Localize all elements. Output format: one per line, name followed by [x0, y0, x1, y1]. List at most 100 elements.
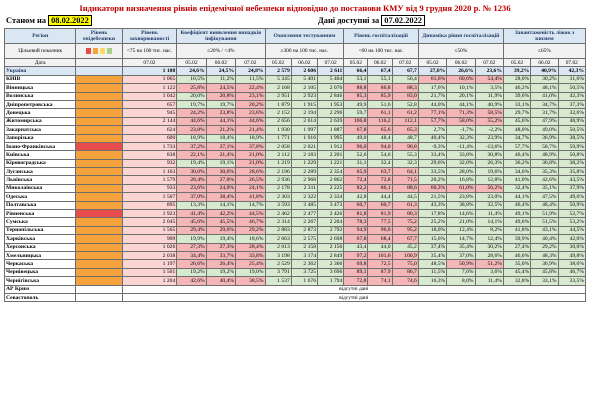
detection-value: 24,0% — [205, 183, 237, 194]
oxygen-date-2: 06.02 — [530, 57, 559, 68]
table-row: Чернігівська 1 204 42,6% 40,4% 38,5% 1 537 1 6… — [3, 276, 587, 286]
hosp-value: 83,0 — [391, 91, 419, 101]
testing-value: 2 013 — [264, 242, 292, 253]
dynamics-value: 32,5% — [474, 200, 504, 211]
level-indicator — [75, 200, 123, 211]
detection-value: 23,6% — [235, 108, 266, 118]
dynamics-value: 14,1% — [474, 217, 504, 227]
testing-value: 1 997 — [290, 125, 319, 135]
region-name: Одеська — [3, 192, 77, 202]
testing-value: 2 112 — [264, 150, 292, 160]
incidence-value: 1 163 — [121, 167, 178, 177]
dynamics-value: 11,9% — [474, 91, 504, 101]
detection-value: 20,8% — [205, 91, 237, 101]
testing-value: 2 792 — [316, 225, 345, 236]
dynamics-value: 55,2% — [474, 116, 504, 127]
detection-value: 21,0% — [235, 158, 266, 169]
testing-value: 2 076 — [316, 83, 345, 93]
detection-value: 37,2% — [176, 141, 207, 152]
detection-value: 23,8% — [205, 108, 237, 118]
hosp-value: 32,4 — [367, 158, 393, 169]
level-indicator — [75, 116, 123, 127]
dynamics-value: 25,2% — [417, 217, 448, 227]
region-name: КИЇВ — [3, 74, 77, 85]
level-indicator — [75, 133, 123, 143]
detection-value: 24,6% — [176, 66, 207, 76]
status-date-line: Станом на 08.02.2022 — [6, 15, 92, 28]
oxygen-value: 45,8% — [530, 267, 559, 278]
hosp-value: 65,3 — [391, 125, 419, 135]
dynamics-value: 20,2% — [417, 175, 448, 185]
detection-value: 38,4% — [205, 192, 237, 202]
dynamics-value: 30,8% — [474, 150, 504, 160]
oxygen-value: 46,4% — [502, 200, 532, 211]
testing-value: 2 862 — [316, 175, 345, 185]
level-date — [75, 57, 123, 68]
detection-value: 44,6% — [176, 116, 207, 127]
testing-value: 2 225 — [316, 183, 345, 194]
oxygen-value: 59,9% — [557, 141, 587, 152]
testing-value: 2 058 — [264, 141, 292, 152]
table-body: Україна 1 188 24,6% 24,5% 24,8% 2 579 2 606 2 6… — [3, 66, 587, 303]
header-incidence: Рівень захворюваності — [121, 28, 178, 44]
testing-value: 2 614 — [290, 116, 319, 127]
header-dynamics: Динаміка рівня госпіталізацій — [417, 28, 504, 44]
dynamics-value: 61,0% — [446, 183, 476, 194]
oxygen-value: 58,7% — [530, 141, 559, 152]
detection-value: 29,4% — [176, 225, 207, 236]
detection-value: 26,5% — [235, 175, 266, 185]
report-title: Індикатори визначення рівнів епідемічної… — [79, 3, 511, 13]
oxygen-value: 46,7% — [557, 267, 587, 278]
testing-value: 2 156 — [316, 242, 345, 253]
date-label: Дата — [3, 57, 77, 68]
detection-value: 42,6% — [176, 276, 207, 286]
dynamics-value: 26,6% — [446, 66, 476, 76]
table-row: Дніпропетровська 657 19,7% 19,7% 20,2% 1 879 1… — [3, 99, 587, 110]
testing-value: 2 846 — [316, 91, 345, 101]
incidence-value: 1 579 — [121, 175, 178, 185]
region-name: Дніпропетровська — [3, 99, 77, 110]
testing-value: 2 698 — [316, 234, 345, 244]
dynamics-value: 10,1% — [446, 83, 476, 93]
detection-value: 21,2% — [205, 125, 237, 135]
hosp-value: 45,2 — [391, 242, 419, 253]
testing-value: 2 951 — [264, 91, 292, 101]
incidence-value: 838 — [121, 150, 178, 160]
dynamics-value: 61,6% — [417, 74, 448, 85]
oxygen-value: 28,0% — [502, 74, 532, 85]
hosp-value: 49,0 — [343, 133, 369, 143]
dynamics-value: 23,9% — [474, 133, 504, 143]
hosp-value: 94,9 — [343, 225, 369, 236]
detection-value: 33,8% — [235, 250, 266, 261]
oxygen-value: 43,5% — [557, 175, 587, 185]
dynamics-value: 30,2% — [474, 242, 504, 253]
hosp-value: 87,9 — [367, 267, 393, 278]
oxygen-value: 52,7% — [557, 209, 587, 219]
hosp-value: 44,0 — [367, 242, 393, 253]
hosp-value: 61,2 — [391, 108, 419, 118]
dynamics-value: 38,8% — [446, 200, 476, 211]
dynamics-value: 26,3% — [474, 158, 504, 169]
testing-value: 3 593 — [264, 200, 292, 211]
detection-value: 19,2% — [205, 267, 237, 278]
hosp-value: 60,7 — [343, 200, 369, 211]
region-name: Сумська — [3, 217, 77, 227]
dynamics-value: 11,4% — [474, 276, 504, 286]
testing-value: 2 849 — [316, 250, 345, 261]
dynamics-value: 40,9% — [474, 99, 504, 110]
hosp-value: 32,3 — [391, 158, 419, 169]
header-testing: Охоплення тестуванням — [264, 28, 345, 44]
detection-value: 19,0% — [235, 267, 266, 278]
detection-value: 41,4% — [176, 209, 207, 219]
dynamics-value: 17,6% — [417, 83, 448, 93]
testing-value: 2 575 — [290, 234, 319, 244]
dynamics-value: -9,3% — [417, 141, 448, 152]
legend-green-swatch — [107, 47, 113, 54]
dynamics-value: 44,1% — [446, 99, 476, 110]
region-name: Львівська — [3, 175, 77, 185]
dynamics-value: 14,6% — [446, 209, 476, 219]
oxygen-value: 48,4% — [530, 200, 559, 211]
testing-value: 1 995 — [316, 133, 345, 143]
level-indicator — [75, 150, 123, 160]
oxygen-value: 36,2% — [502, 158, 532, 169]
